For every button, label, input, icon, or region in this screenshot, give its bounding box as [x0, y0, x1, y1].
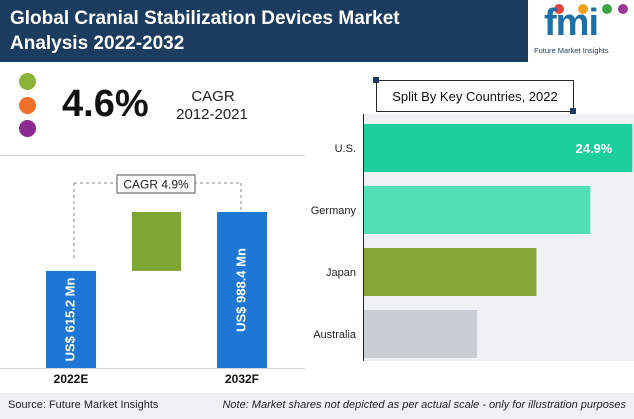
cagr-period: 2012-2021 [176, 106, 248, 123]
logo-dot-red [554, 4, 564, 14]
logo-dot-purple [618, 4, 628, 14]
category-label-2032F: 2032F [225, 372, 259, 386]
cagr-callout-label: CAGR 4.9% [123, 178, 189, 192]
title-line-1: Global Cranial Stabilization Devices Mar… [10, 8, 400, 29]
country-bar-germany [364, 186, 591, 234]
value-label-2022E: US$ 615.2 Mn [62, 277, 77, 361]
baseline-divider [0, 368, 305, 369]
country-bar-japan [364, 248, 537, 296]
divider-line [0, 155, 305, 156]
logo-text: fmi [544, 2, 599, 44]
country-label: Germany [311, 205, 357, 217]
country-label: Australia [313, 329, 357, 341]
legend-dot-orange [19, 97, 36, 114]
header-banner: Global Cranial Stabilization Devices Mar… [0, 0, 634, 62]
footer-note: Note: Market shares not depicted as per … [222, 399, 626, 411]
footer-source: Source: Future Market Insights [8, 399, 159, 411]
title-line-2: Analysis 2022-2032 [10, 33, 185, 54]
growth-increment-bar [132, 212, 181, 271]
value-bar-2022E [46, 270, 96, 368]
category-label-2022E: 2022E [54, 372, 89, 386]
country-label: U.S. [335, 143, 356, 155]
market-value-chart: CAGR 4.9% US$ 615.2 Mn 2022E US$ 988.4 Mn 2… [46, 174, 267, 386]
title-corner-bottom-right [570, 108, 576, 114]
value-label-2032F: US$ 988.4 Mn [233, 248, 248, 332]
cagr-callout-box [116, 174, 196, 194]
page-title: Global Cranial Stabilization Devices Mar… [10, 6, 480, 56]
legend-dot-purple [19, 120, 36, 137]
fmi-logo: fmi Future Market Insights [528, 0, 634, 62]
value-bar-2032F [217, 212, 267, 368]
cagr-label: CAGR [191, 88, 235, 105]
legend-dot-green [19, 73, 36, 90]
countries-axis [363, 114, 364, 361]
title-corner-top-left [373, 77, 379, 83]
country-bar-us [364, 124, 633, 172]
cagr-value: 4.6% [62, 83, 149, 125]
logo-tagline: Future Market Insights [534, 46, 609, 55]
country-share-label: 24.9% [575, 141, 612, 156]
logo-dot-green [602, 4, 612, 14]
logo-dot-orange [578, 4, 588, 14]
country-label: Japan [326, 267, 356, 279]
countries-chart-title: Split By Key Countries, 2022 [376, 80, 574, 112]
country-bar-australia [364, 310, 478, 358]
countries-bar-chart: U.S. 24.9% Germany Japan Australia [311, 124, 633, 358]
footer: Source: Future Market Insights Note: Mar… [0, 393, 634, 419]
